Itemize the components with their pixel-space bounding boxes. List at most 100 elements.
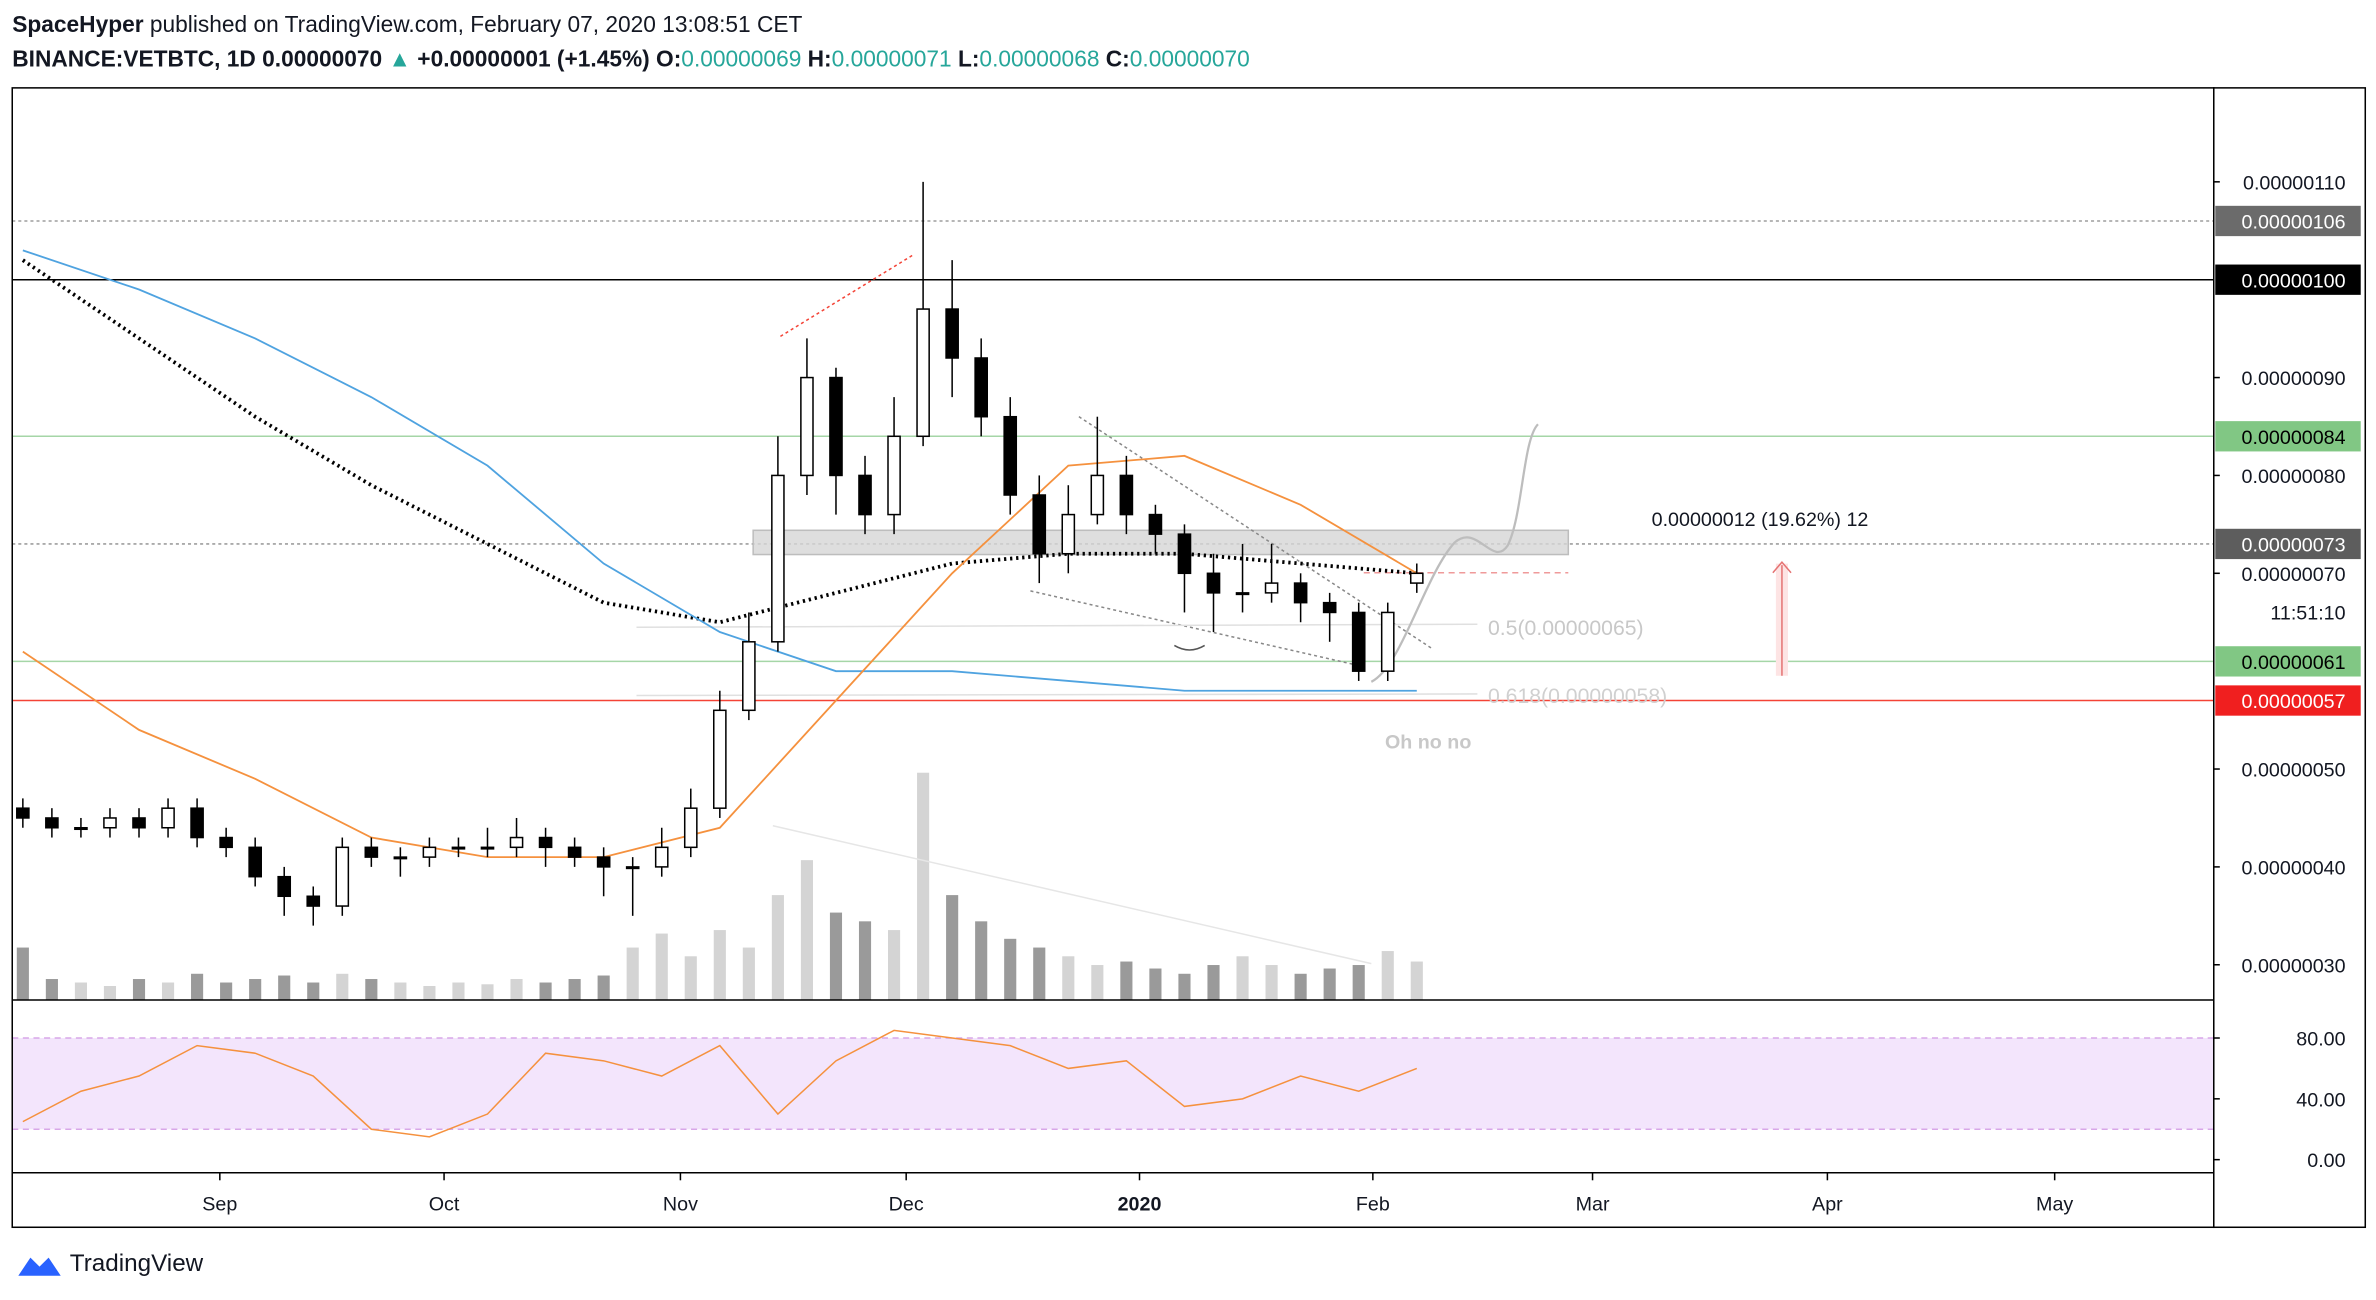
volume-bar xyxy=(800,860,813,1000)
volume-bar xyxy=(829,912,843,1000)
price-pane: 0.00000110 0.00000090 0.00000080 0.00000070… xyxy=(16,172,2361,1216)
volume-bar xyxy=(1207,965,1220,1000)
rsi-tick-label: 40.00 xyxy=(2296,1089,2345,1111)
candle-body xyxy=(364,846,379,858)
volume-bar xyxy=(1120,961,1133,1000)
volume-bar xyxy=(1323,968,1336,1000)
measure-label: 0.00000012 (19.62%) 12 xyxy=(1652,509,1869,531)
volume-bar xyxy=(1265,965,1278,1000)
c-label: C: xyxy=(1106,46,1130,72)
candle-body xyxy=(567,846,582,858)
volume-bar xyxy=(1004,938,1017,1000)
trend-line xyxy=(1030,590,1364,668)
rsi-line xyxy=(22,1029,1418,1138)
rsi-pane: 80.00 40.00 0.00 xyxy=(12,1029,2346,1172)
volume-bar xyxy=(1091,965,1104,1000)
trend-line xyxy=(780,253,915,338)
high: 0.00000071 xyxy=(832,46,952,72)
o-label: O: xyxy=(656,46,681,72)
volume-bar xyxy=(713,930,726,1000)
x-tick-label: Mar xyxy=(1576,1194,1610,1216)
candle-body xyxy=(277,875,292,898)
fib-label: 0.5(0.00000065) xyxy=(1488,617,1644,640)
volume-bar xyxy=(423,986,436,1000)
candle-body xyxy=(771,474,785,643)
price: 0.00000070 xyxy=(262,46,382,72)
y-tick-label: 0.00000080 xyxy=(2242,466,2346,488)
level-box xyxy=(2215,646,2361,677)
moving-average xyxy=(22,249,1417,692)
projection xyxy=(1370,423,1539,683)
symbol-line: BINANCE:VETBTC, 1D 0.00000070 ▲ +0.00000… xyxy=(12,46,1250,72)
rsi-band xyxy=(12,1038,2214,1130)
symbol: BINANCE:VETBTC, 1D xyxy=(12,46,256,72)
level-label: 0.00000100 xyxy=(2242,270,2346,292)
level-label: 0.00000084 xyxy=(2242,427,2346,449)
candle-body xyxy=(916,308,930,438)
x-tick-label: Nov xyxy=(663,1194,698,1216)
level-label: 0.00000061 xyxy=(2242,652,2346,674)
candle-body xyxy=(858,474,872,516)
candle-body xyxy=(74,826,88,831)
candle-body xyxy=(306,895,321,907)
mark xyxy=(1173,644,1206,651)
arrow: ▲ xyxy=(389,46,412,72)
candle-body xyxy=(1351,611,1366,672)
candle-body xyxy=(161,807,175,829)
volume-bar xyxy=(771,895,784,1000)
candle-body xyxy=(800,376,814,477)
volume-bar xyxy=(655,933,668,1000)
candle-body xyxy=(625,866,640,870)
x-tick-label: Oct xyxy=(429,1194,460,1216)
candle-body xyxy=(1003,415,1018,496)
volume-bar xyxy=(452,982,465,1000)
volume-bar xyxy=(1178,973,1191,1000)
x-tick-label: May xyxy=(2036,1194,2073,1216)
y-tick-label: 0.00000030 xyxy=(2242,955,2346,977)
candle-body xyxy=(1409,572,1424,584)
candle-body xyxy=(1264,582,1279,594)
volume-bar xyxy=(597,975,610,1000)
volume-bar xyxy=(888,930,901,1000)
candle-body xyxy=(132,817,146,829)
y-tick-label: 0.00000050 xyxy=(2242,760,2346,782)
x-tick-label: Apr xyxy=(1812,1194,1843,1216)
moving-average xyxy=(21,258,1417,625)
y-tick-label: 0.00000070 xyxy=(2242,564,2346,586)
candle-body xyxy=(1061,513,1076,555)
candle-body xyxy=(974,357,989,418)
y-tick-label: 0.00000040 xyxy=(2242,857,2346,879)
candle-body xyxy=(103,817,117,829)
volume-bar xyxy=(1236,956,1249,1000)
volume-bar xyxy=(626,947,639,1000)
level-box xyxy=(2215,264,2361,295)
volume-bar xyxy=(103,986,117,1000)
price-axis xyxy=(2213,87,2367,1229)
volume-bar xyxy=(278,975,291,1000)
candle-body xyxy=(1032,494,1047,555)
volume-bar xyxy=(858,921,872,1000)
y-tick-label: 0.00000090 xyxy=(2242,368,2346,390)
level-box xyxy=(2215,528,2361,560)
volume-bar xyxy=(946,895,959,1000)
volume-bar xyxy=(394,982,407,1000)
candle-body xyxy=(422,846,437,858)
author: SpaceHyper xyxy=(12,11,143,37)
candle-body xyxy=(713,709,727,809)
fib-line xyxy=(636,693,1478,697)
levels xyxy=(12,220,2214,702)
published: published on TradingView.com, February 0… xyxy=(150,11,803,37)
candle-body xyxy=(1206,572,1221,594)
measure-head xyxy=(1772,560,1792,574)
volume-bar xyxy=(481,984,494,1000)
rsi-tick-label: 80.00 xyxy=(2296,1029,2345,1051)
volume-bar xyxy=(16,947,29,1000)
candle-body xyxy=(190,807,204,839)
fib-label: 0.618(0.00000058) xyxy=(1488,685,1667,708)
candle-body xyxy=(654,846,669,868)
candle-body xyxy=(887,435,901,516)
volume-bar xyxy=(336,973,349,1000)
logo-icon xyxy=(18,1257,61,1276)
level-box xyxy=(2215,205,2361,237)
